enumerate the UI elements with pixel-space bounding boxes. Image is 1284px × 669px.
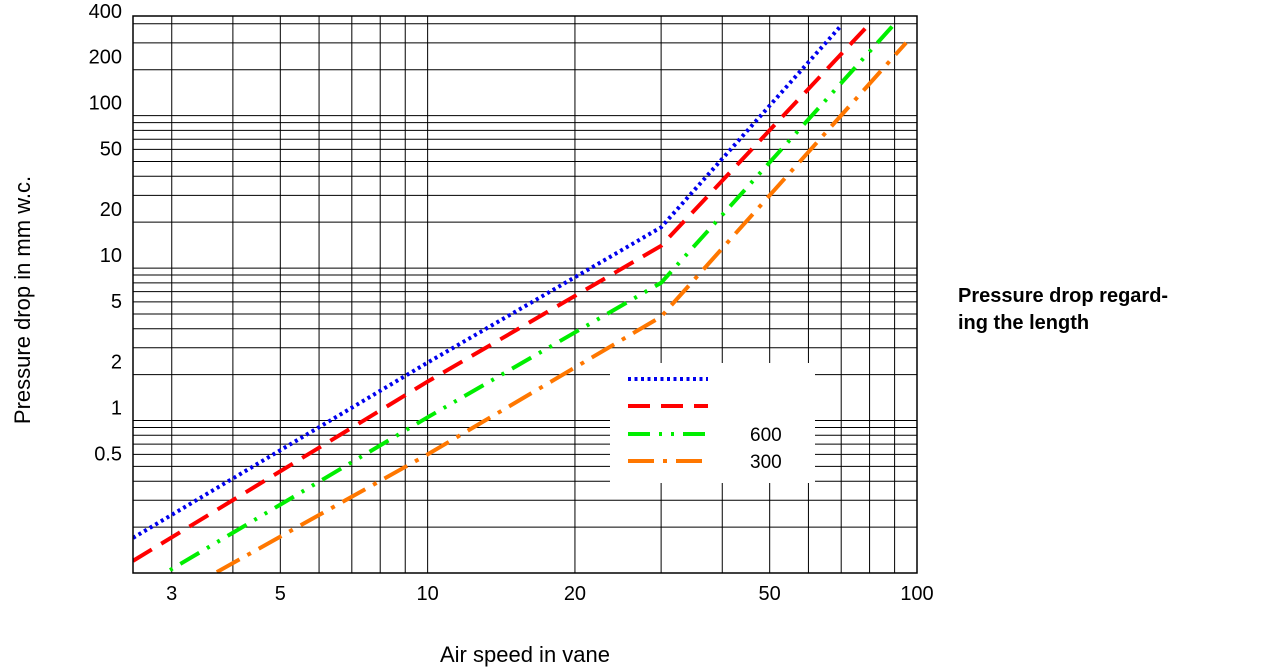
side-title: Pressure drop regard- ing the length xyxy=(958,283,1278,337)
x-tick-label: 10 xyxy=(417,583,439,605)
y-tick-label: 50 xyxy=(100,138,122,160)
legend-label-4: 300 xyxy=(750,452,782,473)
series-line-2 xyxy=(133,22,872,563)
y-tick-label: 100 xyxy=(89,93,122,115)
x-tick-label: 3 xyxy=(166,583,177,605)
series-lines xyxy=(133,22,908,573)
plot-frame xyxy=(132,15,918,574)
series-line-1 xyxy=(133,24,843,540)
y-tick-label: 10 xyxy=(100,245,122,267)
y-tick-label: 2 xyxy=(111,352,122,374)
x-tick-label: 20 xyxy=(564,583,586,605)
x-tick-label: 100 xyxy=(900,583,933,605)
y-tick-label: 200 xyxy=(89,47,122,69)
y-axis-title: Pressure drop in mm w.c. xyxy=(10,176,35,424)
y-tick-label: 1 xyxy=(111,398,122,420)
x-tick-label: 50 xyxy=(759,583,781,605)
grid xyxy=(133,16,917,573)
series-line-3 xyxy=(161,22,897,573)
y-tick-label: 0.5 xyxy=(94,443,122,465)
side-title-line2: ing the length xyxy=(958,312,1090,334)
x-axis-title: Air speed in vane xyxy=(440,642,610,667)
side-title-line1: Pressure drop regard- xyxy=(958,285,1169,307)
x-tick-label: 5 xyxy=(275,583,286,605)
series-line-4 xyxy=(211,41,908,573)
y-tick-label: 5 xyxy=(111,291,122,313)
legend-box xyxy=(610,363,815,483)
y-tick-label: 20 xyxy=(100,199,122,221)
legend-label-3: 600 xyxy=(750,425,782,446)
y-tick-label: 400 xyxy=(89,1,122,23)
tick-labels: 3 5 10 20 50 100 0.5 1 2 5 10 20 50 100 200 400 xyxy=(89,1,934,605)
